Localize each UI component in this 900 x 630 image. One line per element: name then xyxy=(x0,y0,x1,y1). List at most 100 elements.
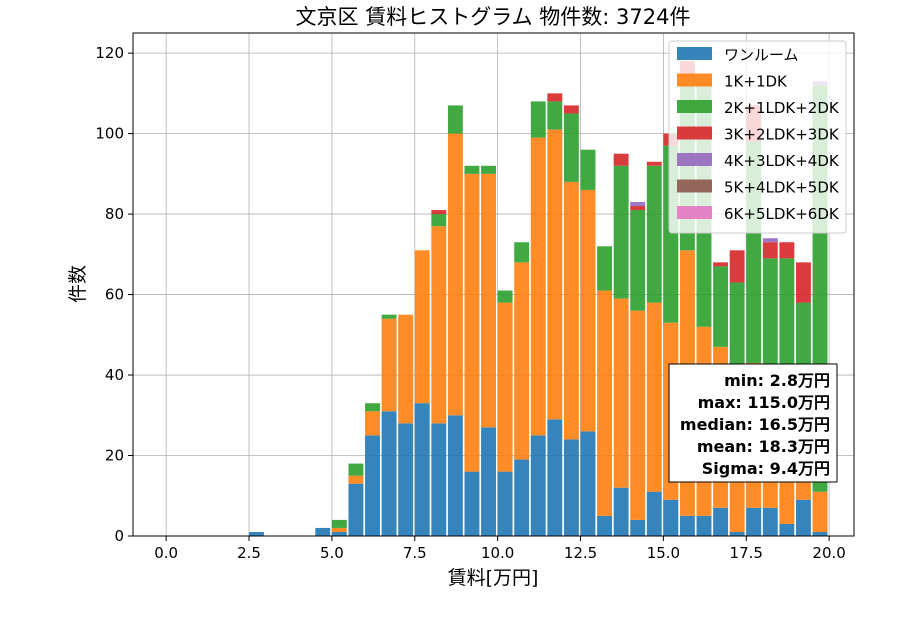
bar-3K+2LDK+3DK xyxy=(795,262,811,303)
legend-label: 5K+4LDK+5DK xyxy=(724,179,840,197)
bar-2K+1LDK+2DK xyxy=(547,101,563,130)
y-tick-label: 20 xyxy=(105,447,124,465)
x-tick-label: 0.0 xyxy=(154,544,178,562)
bar-3K+2LDK+3DK xyxy=(431,210,447,215)
bar-1K+1DK xyxy=(580,189,596,432)
y-tick-label: 120 xyxy=(95,44,124,62)
bar-1K+1DK xyxy=(530,137,546,436)
bar-2K+1LDK+2DK xyxy=(613,165,629,299)
bar-ワンルーム xyxy=(414,403,430,536)
legend-swatch xyxy=(677,126,712,140)
bar-ワンルーム xyxy=(779,523,795,536)
x-tick-label: 12.5 xyxy=(564,544,597,562)
bar-ワンルーム xyxy=(381,411,397,536)
legend-swatch xyxy=(677,100,712,113)
bar-3K+2LDK+3DK xyxy=(762,242,778,259)
bar-ワンルーム xyxy=(746,507,762,536)
legend-label: 2K+1LDK+2DK xyxy=(724,99,840,117)
bar-2K+1LDK+2DK xyxy=(646,165,662,303)
bar-ワンルーム xyxy=(331,531,347,536)
bar-ワンルーム xyxy=(812,531,828,536)
bar-ワンルーム xyxy=(348,483,364,536)
bar-2K+1LDK+2DK xyxy=(497,290,513,303)
bar-2K+1LDK+2DK xyxy=(580,149,596,190)
legend-swatch xyxy=(677,179,712,193)
bar-1K+1DK xyxy=(547,129,563,420)
bar-ワンルーム xyxy=(613,487,629,536)
bar-2K+1LDK+2DK xyxy=(348,463,364,476)
bar-ワンルーム xyxy=(630,519,646,536)
legend-swatch xyxy=(677,153,712,166)
bar-2K+1LDK+2DK xyxy=(563,113,579,182)
stat-line: Sigma: 9.4万円 xyxy=(702,459,830,478)
ticks: 0.0 2.5 5.0 7.5 10.0 12.5 15.0 17.5 20.0 0 20 40 60 8… xyxy=(95,44,845,562)
bar-ワンルーム xyxy=(464,471,480,536)
chart-title: 文京区 賃料ヒストグラム 物件数: 3724件 xyxy=(296,5,691,29)
bar-2K+1LDK+2DK xyxy=(365,403,380,412)
legend-swatch xyxy=(677,47,712,60)
bar-1K+1DK xyxy=(613,298,629,488)
bar-1K+1DK xyxy=(365,411,380,436)
bar-2K+1LDK+2DK xyxy=(597,246,613,291)
bar-ワンルーム xyxy=(447,415,463,536)
y-axis-label: 件数 xyxy=(67,265,89,303)
bar-3K+2LDK+3DK xyxy=(646,161,662,166)
bar-1K+1DK xyxy=(597,290,613,516)
bar-ワンルーム xyxy=(597,515,613,536)
bar-3K+2LDK+3DK xyxy=(713,262,729,267)
bar-ワンルーム xyxy=(315,527,331,536)
y-tick-label: 80 xyxy=(105,205,124,223)
legend-swatch xyxy=(677,206,712,219)
bar-ワンルーム xyxy=(679,515,695,536)
bar-2K+1LDK+2DK xyxy=(530,101,546,138)
bar-3K+2LDK+3DK xyxy=(630,206,646,211)
legend-label: 6K+5LDK+6DK xyxy=(724,205,840,223)
y-tick-label: 60 xyxy=(105,286,124,304)
bar-2K+1LDK+2DK xyxy=(514,242,530,263)
bar-2K+1LDK+2DK xyxy=(331,519,347,528)
stat-line: median: 16.5万円 xyxy=(680,415,830,434)
bar-2K+1LDK+2DK xyxy=(630,210,646,311)
bar-ワンルーム xyxy=(398,423,414,536)
bar-1K+1DK xyxy=(563,181,579,440)
x-tick-label: 2.5 xyxy=(237,544,261,562)
plot-frame xyxy=(132,32,855,537)
bar-1K+1DK xyxy=(812,491,828,532)
bar-ワンルーム xyxy=(563,439,579,536)
x-tick-label: 17.5 xyxy=(730,544,763,562)
stat-line: max: 115.0万円 xyxy=(698,393,830,412)
bar-ワンルーム xyxy=(497,471,513,536)
stats-box: min: 2.8万円 max: 115.0万円 median: 16.5万円 mean… xyxy=(668,363,838,483)
legend-label: 1K+1DK xyxy=(724,73,788,91)
bar-2K+1LDK+2DK xyxy=(729,282,745,372)
bar-ワンルーム xyxy=(580,431,596,536)
stat-line: min: 2.8万円 xyxy=(724,371,830,390)
x-tick-label: 20.0 xyxy=(812,544,845,562)
bar-ワンルーム xyxy=(530,435,546,536)
legend-swatch xyxy=(677,73,712,87)
stats-box-frame xyxy=(668,363,838,483)
bar-1K+1DK xyxy=(348,475,364,484)
bar-1K+1DK xyxy=(398,314,414,424)
legend-label: ワンルーム xyxy=(724,46,799,64)
bar-3K+2LDK+3DK xyxy=(729,250,745,283)
legend-label: 3K+2LDK+3DK xyxy=(724,126,840,144)
x-tick-label: 10.0 xyxy=(481,544,514,562)
bar-ワンルーム xyxy=(713,507,729,536)
x-axis-label: 賃料[万円] xyxy=(448,567,539,589)
bar-1K+1DK xyxy=(464,173,480,472)
bar-ワンルーム xyxy=(729,531,745,536)
legend-box xyxy=(668,40,847,234)
bar-3K+2LDK+3DK xyxy=(547,93,563,102)
bar-ワンルーム xyxy=(365,435,380,536)
x-tick-label: 7.5 xyxy=(403,544,427,562)
bar-2K+1LDK+2DK xyxy=(713,266,729,347)
bar-1K+1DK xyxy=(481,173,496,428)
bar-3K+2LDK+3DK xyxy=(779,242,795,259)
bar-1K+1DK xyxy=(431,226,447,424)
stat-line: mean: 18.3万円 xyxy=(697,437,830,456)
bar-4K+3LDK+4DK xyxy=(762,238,778,243)
bar-2K+1LDK+2DK xyxy=(447,105,463,134)
bar-4K+3LDK+4DK xyxy=(630,202,646,207)
